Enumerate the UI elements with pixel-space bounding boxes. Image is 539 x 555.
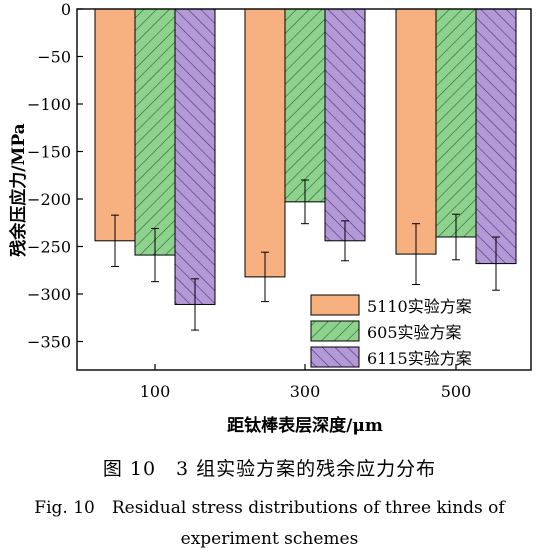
x-tick-label: 100	[140, 382, 171, 401]
bar-1-300	[244, 8, 286, 278]
y-tick-label: −200	[27, 190, 71, 209]
bar-1-500	[395, 8, 437, 255]
bar-2-300	[284, 8, 326, 203]
x-axis-label: 距钛棒表层深度/μm	[227, 415, 383, 436]
y-tick-label: −100	[27, 95, 71, 114]
y-tick-label: 0	[61, 0, 71, 19]
bar-2-100	[134, 8, 176, 256]
y-tick-label: −250	[27, 238, 71, 257]
legend-label-1: 5110实验方案	[367, 297, 472, 316]
bar-3-100	[174, 8, 216, 305]
axes-layer: 0 −50 −100 −150 −200 −250 −300 −350 100 300 500	[27, 0, 532, 401]
y-axis-label: 残余压应力/MPa	[8, 123, 29, 256]
legend-label-3: 6115实验方案	[367, 349, 472, 368]
residual-stress-chart: 0 −50 −100 −150 −200 −250 −300 −350 100 300 500 51…	[8, 0, 532, 436]
plot-frame	[76, 8, 532, 371]
bars-layer	[94, 8, 517, 331]
y-tick-label: −350	[27, 333, 71, 352]
bar-3-500	[475, 8, 517, 265]
legend-swatch-1	[310, 294, 360, 316]
x-tick-label: 500	[441, 382, 472, 401]
bar-3-300	[324, 8, 366, 242]
legend-label-2: 605实验方案	[367, 323, 462, 342]
bar-1-100	[94, 8, 136, 242]
y-tick-label: −150	[27, 143, 71, 162]
y-tick-label: −300	[27, 285, 71, 304]
legend-swatch-3	[310, 346, 360, 368]
figure-caption-english: Fig. 10 Residual stress distributions of…	[34, 498, 505, 549]
legend-swatch-2	[310, 320, 360, 342]
figure-caption-chinese: 图 10 3 组实验方案的残余应力分布	[102, 458, 437, 480]
x-tick-label: 300	[290, 382, 321, 401]
bar-2-500	[435, 8, 477, 238]
y-tick-label: −50	[37, 48, 71, 67]
legend: 5110实验方案 605实验方案 6115实验方案	[310, 294, 472, 368]
